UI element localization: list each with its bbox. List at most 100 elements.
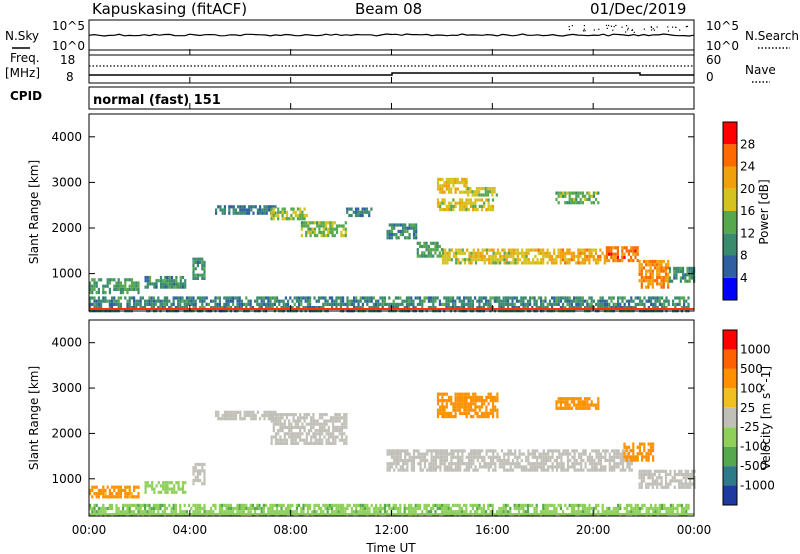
scatter-cell [128, 278, 131, 282]
scatter-cell [316, 438, 319, 442]
scatter-cell [419, 455, 422, 459]
scatter-cell [496, 452, 499, 456]
colorbar-tick-label: 100 [740, 381, 763, 395]
scatter-cell [584, 197, 587, 202]
scatter-cell [454, 402, 457, 406]
scatter-cell [97, 296, 100, 300]
scatter-cell [111, 302, 114, 306]
scatter-cell [686, 266, 689, 270]
scatter-cell [294, 419, 297, 423]
scatter-cell [293, 302, 296, 306]
scatter-cell [366, 299, 369, 303]
scatter-cell [485, 208, 488, 212]
scatter-cell [476, 503, 479, 507]
scatter-cell [443, 201, 446, 205]
scatter-cell [326, 506, 329, 511]
scatter-cell [499, 254, 502, 259]
scatter-cell [529, 503, 532, 507]
scatter-cell [456, 405, 459, 409]
scatter-cell [520, 299, 523, 303]
scatter-cell [414, 510, 417, 514]
scatter-cell [474, 399, 477, 403]
scatter-cell [270, 416, 273, 420]
scatter-cell [185, 299, 188, 303]
scatter-cell [480, 411, 484, 415]
scatter-cell [262, 299, 265, 303]
scatter-cell [494, 251, 497, 255]
freq-right-tick-bottom: 0 [706, 70, 714, 84]
scatter-cell [573, 506, 576, 511]
scatter-cell [91, 485, 94, 489]
scatter-cell [495, 193, 498, 197]
scatter-cell [130, 306, 133, 310]
scatter-cell [478, 302, 481, 306]
freq-left-unit: [MHz] [5, 66, 40, 80]
scatter-cell [430, 449, 433, 453]
scatter-cell [309, 299, 312, 303]
scatter-cell [627, 252, 630, 256]
scatter-cell [252, 417, 255, 421]
scatter-cell [327, 227, 330, 231]
scatter-cell [348, 302, 351, 306]
scatter-cell [288, 419, 291, 423]
scatter-cell [553, 296, 556, 300]
scatter-cell [669, 479, 672, 483]
scatter-cell [290, 435, 293, 439]
scatter-cell [640, 263, 643, 267]
scatter-cell [682, 266, 685, 270]
scatter-cell [467, 465, 471, 469]
scatter-cell [350, 299, 353, 303]
scatter-cell [309, 506, 312, 511]
scatter-cell [368, 213, 371, 218]
scatter-cell [465, 181, 468, 185]
scatter-cell [539, 251, 543, 255]
scatter-cell [214, 306, 217, 310]
scatter-cell [445, 405, 448, 409]
scatter-cell [562, 191, 565, 195]
y-tick-label: 3000 [51, 175, 82, 189]
scatter-cell [568, 403, 571, 407]
scatter-cell [321, 441, 324, 445]
scatter-cell [323, 419, 326, 423]
scatter-cell [263, 410, 266, 414]
scatter-cell [381, 506, 384, 511]
scatter-cell [322, 302, 325, 306]
scatter-cell [569, 458, 572, 463]
colorbar-swatch [723, 368, 737, 389]
scatter-cell [537, 248, 540, 252]
scatter-cell [386, 462, 389, 466]
scatter-cell [571, 462, 574, 466]
scatter-cell [638, 266, 641, 270]
scatter-cell [472, 258, 475, 262]
scatter-cell [685, 306, 688, 310]
noise-search-point [631, 29, 633, 31]
scatter-cell [687, 503, 690, 507]
scatter-cell [466, 258, 469, 262]
scatter-cell [175, 282, 178, 286]
scatter-cell [243, 506, 246, 511]
scatter-cell [613, 455, 616, 459]
scatter-cell [502, 299, 505, 303]
scatter-cell [599, 296, 602, 300]
scatter-cell [595, 462, 598, 466]
scatter-cell [350, 213, 353, 218]
scatter-cell [446, 258, 449, 262]
scatter-cell [582, 468, 585, 472]
scatter-cell [338, 224, 341, 228]
scatter-cell [584, 400, 587, 404]
scatter-cell [639, 510, 642, 514]
scatter-cell [256, 296, 259, 300]
scatter-cell [492, 455, 495, 459]
scatter-cell [137, 492, 140, 496]
scatter-cell [638, 269, 641, 273]
scatter-cell [538, 465, 541, 469]
scatter-cell [388, 233, 391, 237]
scatter-cell [236, 506, 239, 511]
scatter-cell [577, 468, 581, 472]
scatter-cell [386, 449, 389, 453]
scatter-cell [399, 510, 402, 514]
scatter-cell [447, 190, 451, 194]
scatter-cell [108, 492, 111, 496]
scatter-cell [285, 425, 289, 429]
scatter-cell [520, 465, 523, 469]
